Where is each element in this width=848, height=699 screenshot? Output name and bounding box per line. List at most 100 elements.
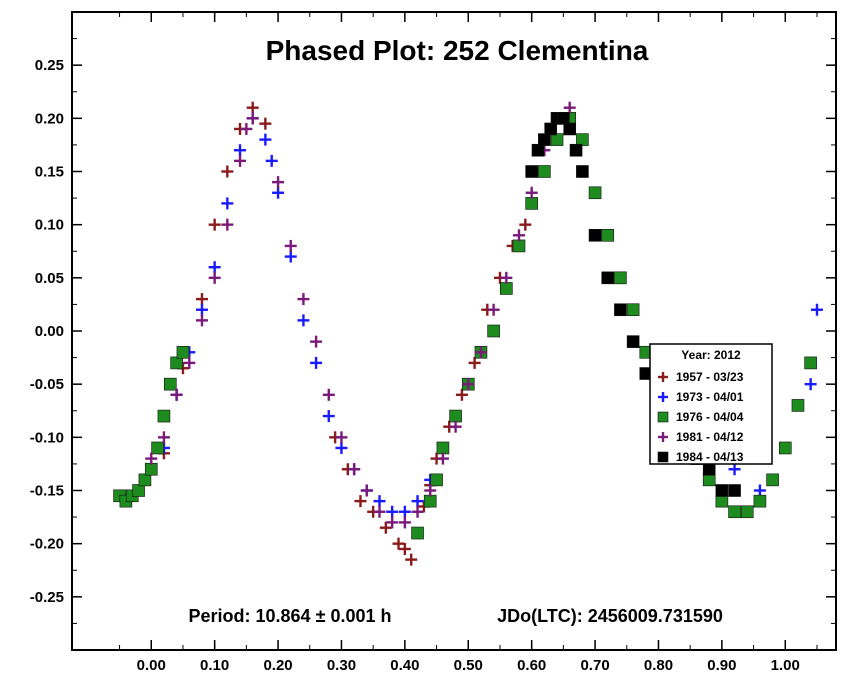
data-point: [538, 133, 551, 146]
data-point: [778, 441, 792, 455]
data-point: [525, 165, 538, 178]
data-point: [354, 495, 367, 508]
data-point: [157, 409, 171, 423]
data-point: [588, 186, 602, 200]
y-tick-label: 0.25: [35, 57, 64, 74]
data-point: [335, 431, 348, 444]
data-point: [557, 112, 570, 125]
data-point: [500, 271, 513, 284]
data-point: [411, 526, 424, 540]
data-point: [234, 144, 247, 157]
data-point: [626, 303, 640, 317]
data-point: [386, 505, 399, 518]
data-point: [544, 122, 557, 136]
data-point: [601, 271, 615, 285]
data-point: [405, 553, 418, 566]
data-point: [373, 505, 386, 518]
data-point: [240, 122, 253, 135]
data-point: [436, 441, 450, 455]
data-point: [468, 356, 481, 369]
data-point: [550, 133, 564, 146]
data-point: [525, 186, 538, 199]
data-point: [195, 293, 208, 306]
data-point: [398, 542, 411, 555]
data-point: [728, 484, 741, 497]
data-point: [392, 537, 405, 550]
period-annotation: Period: 10.864 ± 0.001 h: [189, 606, 392, 626]
data-point: [322, 410, 335, 423]
data-point: [588, 229, 602, 242]
legend-label: 1984 - 04/13: [676, 450, 744, 464]
data-point: [728, 463, 741, 476]
x-tick-label: 0.80: [644, 657, 673, 674]
data-point: [132, 484, 145, 497]
data-point: [284, 250, 297, 263]
data-point: [487, 303, 500, 316]
y-tick-label: -0.10: [30, 429, 64, 446]
x-tick-label: 0.00: [137, 657, 166, 674]
y-tick-label: -0.15: [30, 483, 64, 500]
legend-items: 1957 - 03/23 1973 - 04/01 1976 - 04/04 1981…: [657, 370, 744, 464]
y-axis-ticks: -0.25 -0.20 -0.15 -0.10 -0.05 0.00 0.05 0.10 0.1…: [30, 38, 836, 624]
y-tick-label: -0.25: [30, 589, 64, 606]
data-point: [138, 473, 152, 487]
y-tick-label: 0.10: [35, 217, 64, 234]
x-tick-label: 1.00: [771, 657, 800, 674]
data-point: [221, 165, 234, 178]
data-point: [151, 441, 164, 455]
data-point: [297, 293, 310, 306]
data-point: [398, 516, 411, 529]
data-point: [614, 271, 627, 285]
x-tick-label: 0.90: [707, 657, 736, 674]
data-point: [195, 314, 208, 327]
legend-label: 1973 - 04/01: [676, 390, 744, 404]
y-tick-label: 0.05: [35, 270, 64, 287]
x-tick-label: 0.10: [200, 657, 229, 674]
x-tick-label: 0.40: [390, 657, 419, 674]
data-point: [512, 239, 526, 253]
data-point: [715, 484, 729, 497]
data-point: [221, 218, 234, 231]
data-point: [601, 229, 615, 242]
data-point: [449, 420, 462, 433]
data-point: [284, 239, 297, 252]
legend-label: 1957 - 03/23: [676, 370, 744, 384]
data-point: [462, 378, 475, 391]
legend-title: Year: 2012: [681, 348, 741, 362]
legend-marker: [657, 411, 669, 423]
data-point: [335, 441, 348, 454]
data-point: [436, 452, 449, 465]
data-point: [728, 505, 741, 519]
data-point: [272, 176, 285, 189]
data-point: [310, 356, 323, 369]
data-point: [411, 505, 424, 518]
epoch-annotation: JDo(LTC): 2456009.731590: [497, 606, 723, 626]
data-point: [740, 505, 754, 519]
data-point: [157, 431, 170, 444]
data-point: [145, 452, 158, 465]
data-point: [360, 484, 373, 497]
data-point: [519, 218, 532, 231]
chart-title: Phased Plot: 252 Clementina: [266, 35, 649, 66]
data-point: [221, 197, 234, 210]
data-point: [183, 356, 196, 369]
data-point: [576, 165, 589, 178]
data-point: [272, 186, 285, 199]
x-tick-label: 0.30: [327, 657, 356, 674]
data-point: [512, 229, 525, 242]
legend-label: 1981 - 04/12: [676, 430, 744, 444]
data-point: [398, 505, 411, 518]
data-point: [259, 117, 272, 130]
data-point: [449, 409, 462, 423]
y-tick-label: -0.20: [30, 536, 64, 553]
data-point: [569, 143, 583, 157]
data-point: [702, 473, 716, 487]
legend-marker: [657, 451, 669, 463]
data-point: [455, 388, 468, 401]
data-point: [423, 494, 437, 508]
y-tick-label: 0.00: [35, 323, 64, 340]
data-point: [753, 494, 767, 508]
data-point: [144, 462, 158, 476]
data-point: [563, 122, 577, 136]
